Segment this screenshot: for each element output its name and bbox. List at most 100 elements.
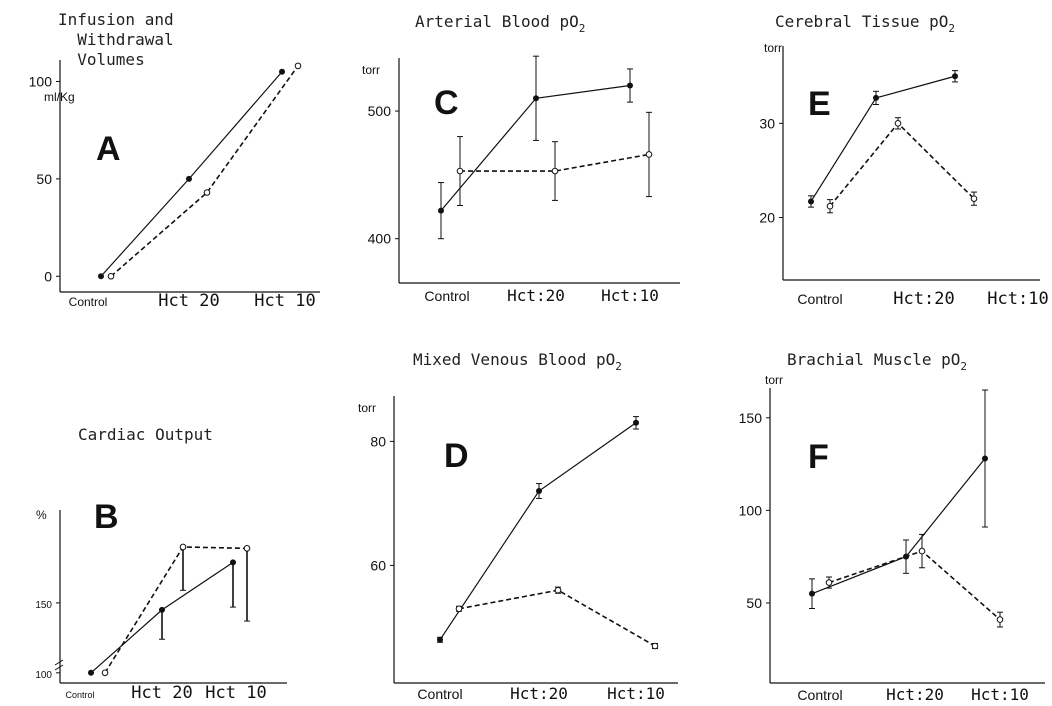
panel-letter: D bbox=[444, 437, 469, 475]
chart-e: 20 30 torr Control Hct:20 Hct:10 E bbox=[759, 41, 1048, 309]
point-filled bbox=[982, 455, 988, 462]
title-a-line-3: Volumes bbox=[58, 50, 145, 69]
y-axis-label: ml/Kg bbox=[44, 90, 75, 104]
point-filled bbox=[809, 590, 815, 597]
title-f: Brachial Muscle pO2 bbox=[787, 350, 967, 377]
axis-break-mark bbox=[54, 659, 64, 671]
x-tick-label: Hct:10 bbox=[607, 684, 665, 703]
x-tick-label: Hct 20 bbox=[131, 683, 192, 703]
point-filled bbox=[98, 273, 104, 280]
title-d: Mixed Venous Blood pO2 bbox=[413, 350, 622, 377]
point-open bbox=[107, 272, 115, 280]
x-tick-label: Hct:20 bbox=[510, 684, 568, 703]
x-tick-label: Control bbox=[65, 690, 94, 700]
panel-letter: B bbox=[94, 498, 119, 536]
error-bar bbox=[159, 609, 165, 640]
panel-letter: A bbox=[96, 130, 121, 168]
point-open bbox=[825, 579, 833, 586]
point-filled bbox=[627, 82, 633, 89]
point-filled bbox=[873, 94, 879, 101]
point-filled bbox=[88, 669, 94, 676]
series-line-2 bbox=[104, 546, 248, 674]
x-tick-label: Control bbox=[69, 295, 108, 309]
title-e-sub: 2 bbox=[948, 22, 956, 35]
series-line-2 bbox=[110, 65, 299, 277]
y-axis-label: torr bbox=[764, 41, 782, 55]
y-tick-label: 50 bbox=[746, 595, 762, 611]
title-c-sub: 2 bbox=[578, 22, 586, 35]
y-tick-label: 30 bbox=[759, 115, 775, 131]
title-c-text: Arterial Blood pO bbox=[415, 12, 579, 31]
point-open bbox=[554, 586, 562, 594]
chart-c: 400 500 torr Control Hct:20 Hct:10 C bbox=[362, 55, 680, 305]
error-bar bbox=[180, 546, 186, 591]
point-filled bbox=[230, 559, 236, 566]
point-open bbox=[179, 543, 187, 551]
x-tick-label: Control bbox=[797, 291, 842, 307]
title-a: Infusion and Withdrawal Volumes bbox=[58, 10, 174, 70]
series-line-2 bbox=[828, 550, 1001, 621]
point-open bbox=[645, 151, 653, 158]
chart-b: 100 150% Control Hct 20 Hct 10 B bbox=[35, 498, 287, 703]
point-open bbox=[101, 669, 109, 677]
point-open bbox=[826, 202, 834, 210]
panel-letter: F bbox=[808, 438, 829, 476]
x-tick-label: Hct:20 bbox=[893, 289, 954, 309]
point-open bbox=[456, 167, 464, 175]
series-line-1 bbox=[100, 71, 283, 277]
y-tick-label: 80 bbox=[370, 433, 386, 449]
title-d-text: Mixed Venous Blood pO bbox=[413, 350, 616, 369]
y-tick-label: 50 bbox=[36, 171, 52, 187]
title-f-sub: 2 bbox=[960, 360, 968, 373]
point-open bbox=[894, 120, 902, 127]
x-tick-label: Control bbox=[797, 687, 842, 703]
x-tick-label: Control bbox=[417, 686, 462, 702]
point-filled bbox=[186, 175, 192, 182]
panel-letter: E bbox=[808, 85, 831, 123]
x-tick-label: Hct 10 bbox=[254, 291, 315, 311]
title-a-line-1: Infusion and bbox=[58, 10, 174, 29]
y-axis-label: % bbox=[36, 508, 47, 522]
y-tick-label: 150 bbox=[739, 410, 763, 426]
point-open bbox=[294, 62, 302, 70]
y-axis-label: torr bbox=[358, 401, 376, 415]
x-tick-label: Hct:10 bbox=[987, 289, 1048, 309]
title-b: Cardiac Output bbox=[78, 425, 213, 444]
point-open bbox=[455, 605, 463, 613]
chart-d: 60 80 torr Control Hct:20 Hct:10 D bbox=[358, 396, 678, 703]
x-tick-label: Hct:10 bbox=[971, 685, 1029, 704]
x-tick-label: Hct 10 bbox=[205, 683, 266, 703]
panel-letter: C bbox=[434, 84, 459, 122]
point-open bbox=[651, 642, 659, 650]
point-open bbox=[970, 195, 978, 202]
title-c: Arterial Blood pO2 bbox=[415, 12, 585, 39]
point-filled bbox=[536, 488, 542, 494]
y-tick-label: 60 bbox=[370, 557, 386, 573]
series-line-1 bbox=[810, 75, 956, 202]
x-tick-label: Hct:10 bbox=[601, 286, 659, 305]
point-filled bbox=[633, 419, 639, 426]
point-open bbox=[918, 547, 926, 555]
y-tick-label: 100 bbox=[35, 670, 52, 681]
title-a-line-2: Withdrawal bbox=[58, 30, 174, 49]
point-filled bbox=[952, 73, 958, 80]
y-axis-label: torr bbox=[765, 373, 783, 387]
y-tick-label: 100 bbox=[29, 73, 53, 89]
error-bar bbox=[230, 561, 236, 608]
y-tick-label: 150 bbox=[35, 600, 52, 611]
y-tick-label: 100 bbox=[739, 502, 763, 518]
title-e: Cerebral Tissue pO2 bbox=[775, 12, 955, 39]
title-e-text: Cerebral Tissue pO bbox=[775, 12, 949, 31]
title-f-text: Brachial Muscle pO bbox=[787, 350, 961, 369]
y-tick-label: 20 bbox=[759, 210, 775, 226]
point-filled bbox=[533, 95, 539, 102]
title-d-sub: 2 bbox=[615, 360, 622, 373]
point-filled bbox=[438, 207, 444, 214]
x-tick-label: Control bbox=[424, 288, 469, 304]
point-filled bbox=[159, 606, 165, 613]
series-line-2 bbox=[458, 589, 656, 647]
y-axis-label: torr bbox=[362, 63, 380, 77]
